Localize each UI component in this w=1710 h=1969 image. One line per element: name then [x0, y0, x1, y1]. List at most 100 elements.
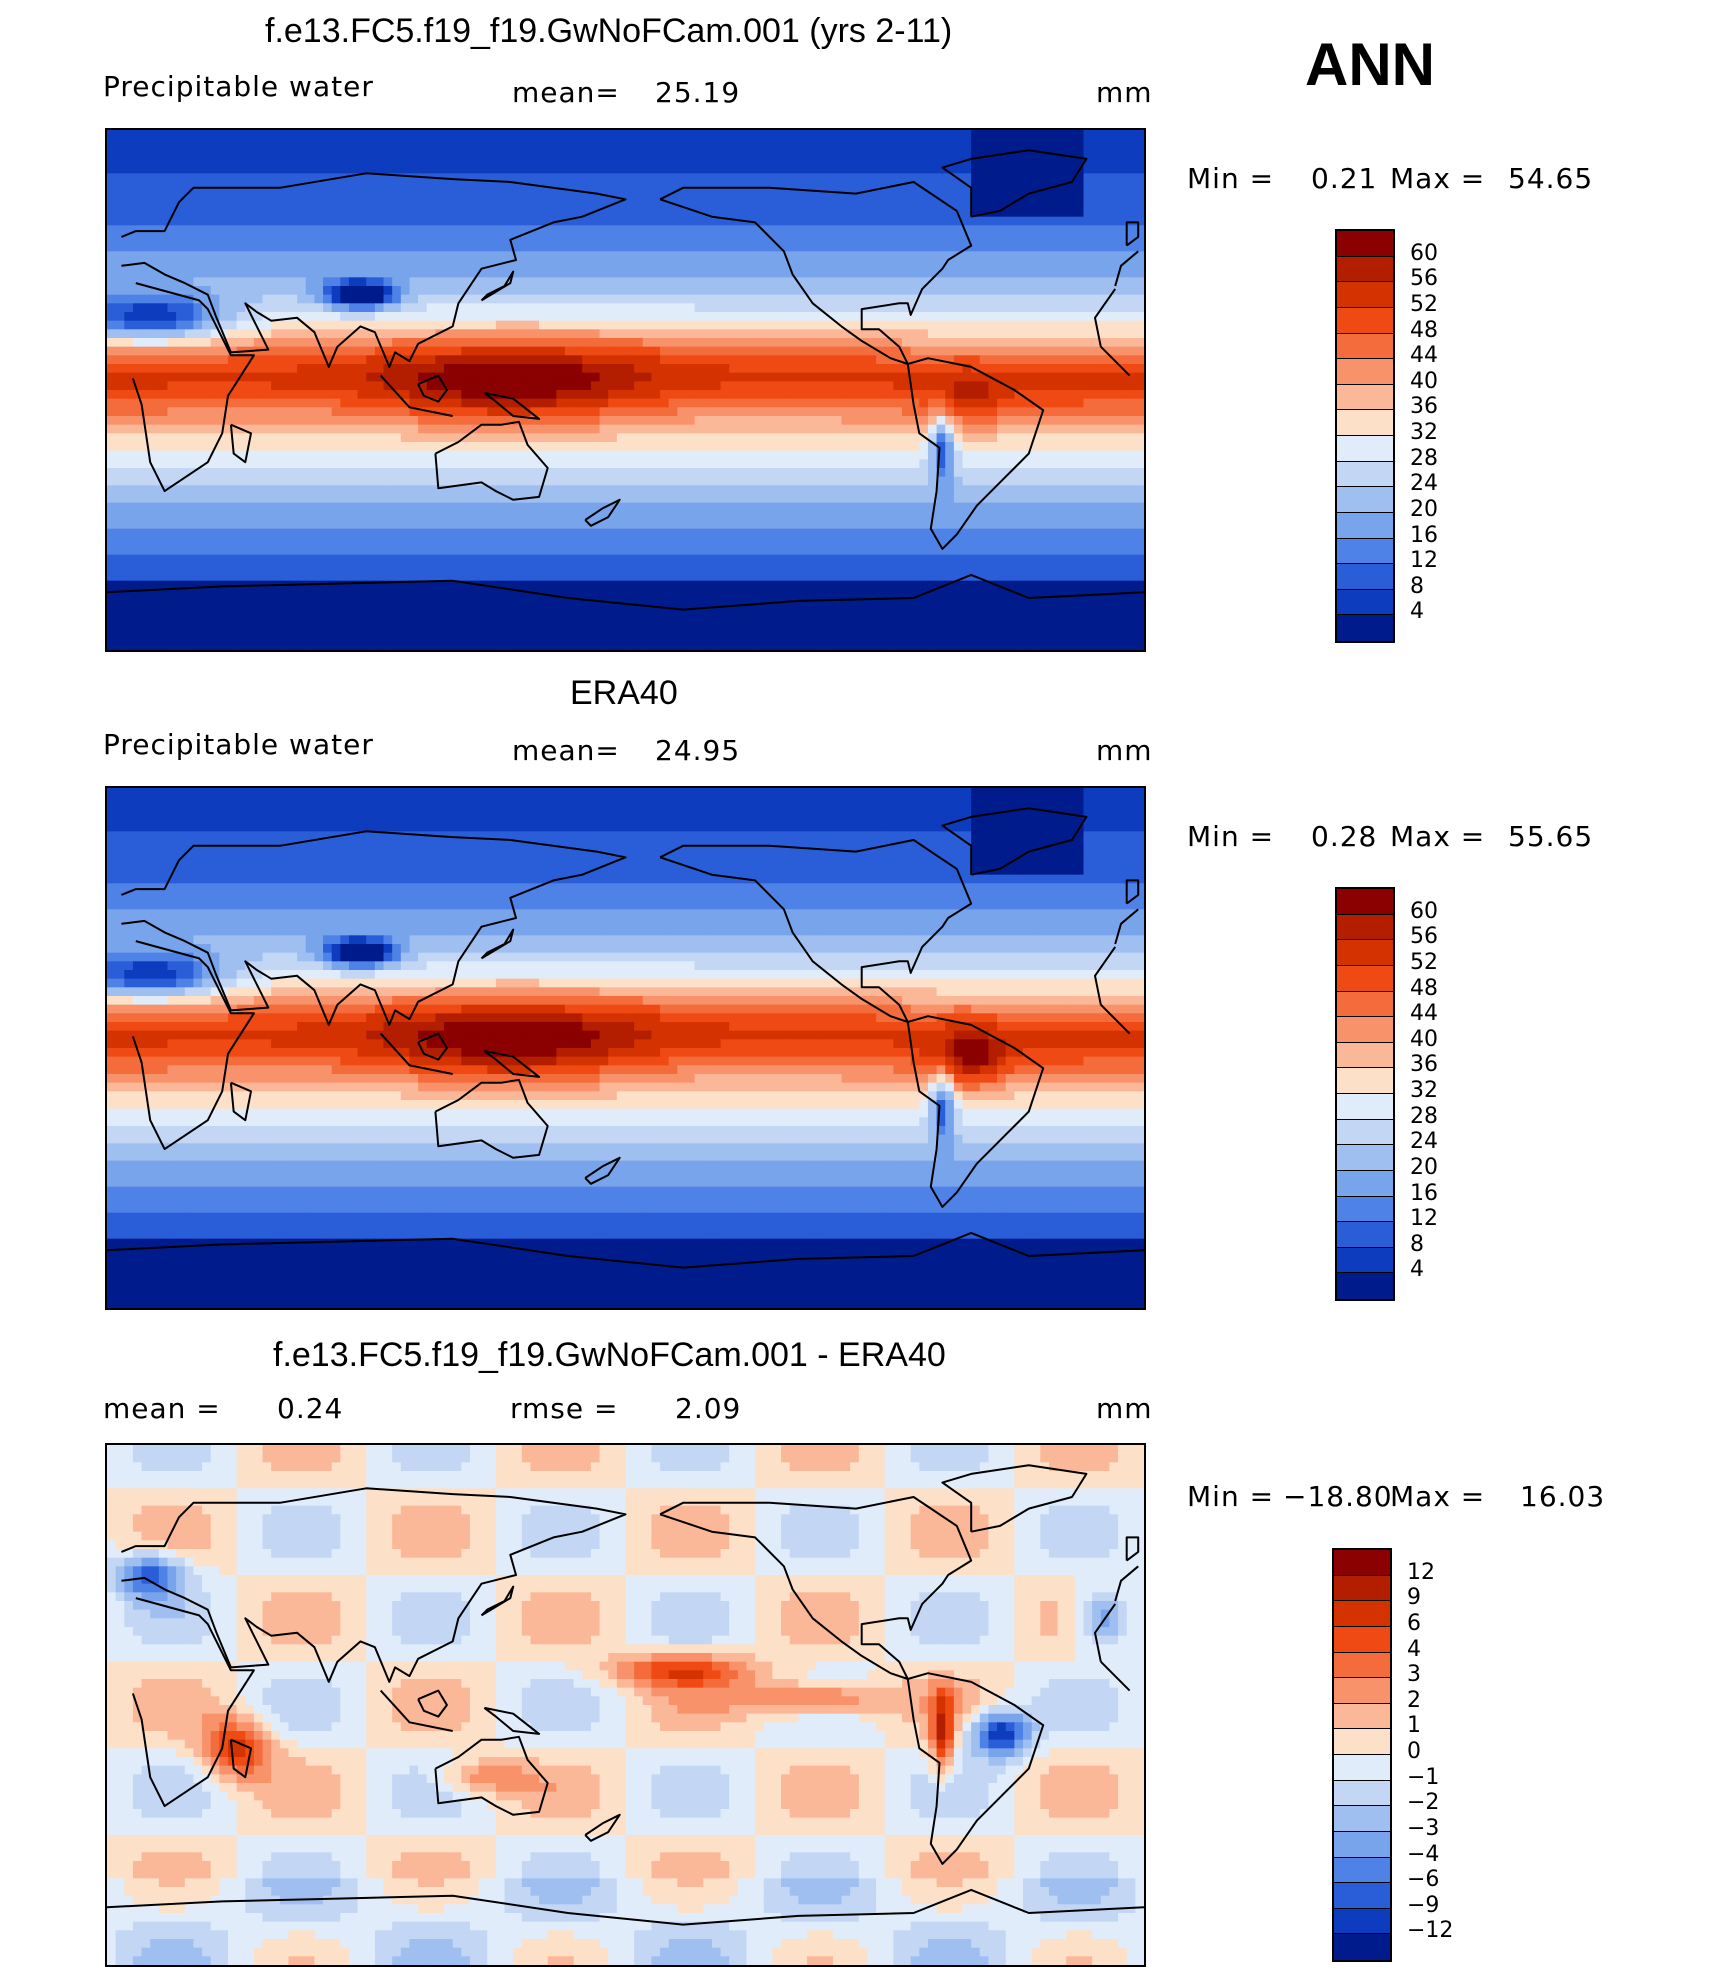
colorbar-swatch — [1334, 1550, 1390, 1576]
panel3-rmse-label: rmse = — [510, 1392, 618, 1425]
colorbar-tick-label: 0 — [1407, 1739, 1421, 1764]
colorbar-tick-label: 60 — [1410, 241, 1438, 266]
colorbar-swatch — [1337, 914, 1393, 941]
season-label: ANN — [1305, 30, 1435, 99]
colorbar-swatch — [1337, 512, 1393, 539]
panel3-map — [105, 1443, 1146, 1967]
colorbar-swatch — [1337, 461, 1393, 488]
colorbar-swatch — [1337, 538, 1393, 565]
panel1-max-value: 54.65 — [1508, 162, 1593, 195]
colorbar-tick-label: −9 — [1407, 1893, 1439, 1918]
colorbar-swatch — [1334, 1652, 1390, 1679]
colorbar-tick-label: 44 — [1410, 1001, 1438, 1026]
panel1-units: mm — [1096, 76, 1153, 109]
colorbar-tick-label: 6 — [1407, 1611, 1421, 1636]
colorbar-swatch — [1337, 436, 1393, 462]
colorbar-swatch — [1334, 1857, 1390, 1884]
panel1-mean-value: 25.19 — [655, 76, 740, 109]
colorbar-swatch — [1337, 589, 1393, 616]
panel3-max-label: Max = — [1390, 1480, 1485, 1513]
panel2-units: mm — [1096, 734, 1153, 767]
colorbar-swatch — [1337, 410, 1393, 436]
colorbar-tick-label: 48 — [1410, 976, 1438, 1001]
colorbar-swatch — [1334, 1678, 1390, 1704]
colorbar-tick-label: 1 — [1407, 1713, 1421, 1738]
colorbar-swatch — [1337, 307, 1393, 334]
colorbar-swatch — [1334, 1626, 1390, 1653]
colorbar-tick-label: 60 — [1410, 899, 1438, 924]
panel1-max-label: Max = — [1390, 162, 1485, 195]
colorbar-swatch — [1337, 1196, 1393, 1223]
colorbar-tick-label: 8 — [1410, 574, 1424, 599]
colorbar-swatch — [1337, 1119, 1393, 1146]
panel3-min-value: −18.80 — [1283, 1480, 1393, 1513]
colorbar-tick-label: 32 — [1410, 1078, 1438, 1103]
colorbar-swatch — [1337, 256, 1393, 283]
colorbar-tick-label: 12 — [1410, 1206, 1438, 1231]
colorbar-tick-label: 16 — [1410, 1181, 1438, 1206]
colorbar-tick-label: −3 — [1407, 1816, 1439, 1841]
colorbar-tick-label: 36 — [1410, 394, 1438, 419]
panel2-min-label: Min = — [1187, 820, 1274, 853]
colorbar-tick-label: 9 — [1407, 1585, 1421, 1610]
colorbar-swatch — [1334, 1575, 1390, 1602]
colorbar-swatch — [1334, 1934, 1390, 1960]
panel2-max-label: Max = — [1390, 820, 1485, 853]
panel3-max-value: 16.03 — [1520, 1480, 1605, 1513]
colorbar-tick-label: 56 — [1410, 266, 1438, 291]
panel2-mean-value: 24.95 — [655, 734, 740, 767]
colorbar-tick-label: 52 — [1410, 292, 1438, 317]
panel2-colorbar — [1335, 887, 1395, 1301]
colorbar-tick-label: 40 — [1410, 369, 1438, 394]
colorbar-tick-label: 24 — [1410, 471, 1438, 496]
colorbar-tick-label: 28 — [1410, 1104, 1438, 1129]
colorbar-tick-label: 20 — [1410, 1155, 1438, 1180]
colorbar-swatch — [1337, 1068, 1393, 1094]
colorbar-swatch — [1337, 1247, 1393, 1274]
colorbar-tick-label: 44 — [1410, 343, 1438, 368]
panel2-map — [105, 786, 1146, 1310]
colorbar-swatch — [1337, 940, 1393, 966]
colorbar-swatch — [1337, 1145, 1393, 1171]
colorbar-swatch — [1334, 1883, 1390, 1909]
panel1-variable-label: Precipitable water — [103, 70, 374, 103]
colorbar-swatch — [1337, 231, 1393, 257]
colorbar-tick-label: 12 — [1410, 548, 1438, 573]
colorbar-swatch — [1334, 1908, 1390, 1935]
colorbar-tick-label: 24 — [1410, 1129, 1438, 1154]
colorbar-swatch — [1337, 564, 1393, 590]
colorbar-tick-label: 12 — [1407, 1560, 1435, 1585]
colorbar-swatch — [1337, 965, 1393, 992]
colorbar-swatch — [1337, 1273, 1393, 1299]
colorbar-swatch — [1337, 1170, 1393, 1197]
colorbar-swatch — [1337, 889, 1393, 915]
colorbar-swatch — [1334, 1729, 1390, 1755]
colorbar-tick-label: −1 — [1407, 1765, 1439, 1790]
colorbar-tick-label: −4 — [1407, 1842, 1439, 1867]
colorbar-swatch — [1334, 1703, 1390, 1730]
panel3-colorbar — [1332, 1548, 1392, 1962]
colorbar-swatch — [1337, 384, 1393, 411]
colorbar-swatch — [1337, 487, 1393, 513]
colorbar-swatch — [1334, 1831, 1390, 1858]
colorbar-swatch — [1337, 1042, 1393, 1069]
colorbar-tick-label: 16 — [1410, 523, 1438, 548]
colorbar-swatch — [1337, 1017, 1393, 1043]
panel3-min-label: Min = — [1187, 1480, 1274, 1513]
colorbar-swatch — [1334, 1806, 1390, 1832]
colorbar-tick-label: −6 — [1407, 1867, 1439, 1892]
colorbar-swatch — [1337, 615, 1393, 641]
colorbar-tick-label: 4 — [1407, 1637, 1421, 1662]
panel2-min-value: 0.28 — [1311, 820, 1377, 853]
panel3-rmse-value: 2.09 — [675, 1392, 741, 1425]
panel1-map — [105, 128, 1146, 652]
panel2-variable-label: Precipitable water — [103, 728, 374, 761]
colorbar-tick-label: 4 — [1410, 599, 1424, 624]
colorbar-swatch — [1337, 1094, 1393, 1120]
panel1-min-value: 0.21 — [1311, 162, 1377, 195]
panel2-title: ERA40 — [570, 674, 678, 713]
colorbar-tick-label: 40 — [1410, 1027, 1438, 1052]
colorbar-tick-label: 8 — [1410, 1232, 1424, 1257]
panel1-colorbar — [1335, 229, 1395, 643]
colorbar-tick-label: 48 — [1410, 318, 1438, 343]
